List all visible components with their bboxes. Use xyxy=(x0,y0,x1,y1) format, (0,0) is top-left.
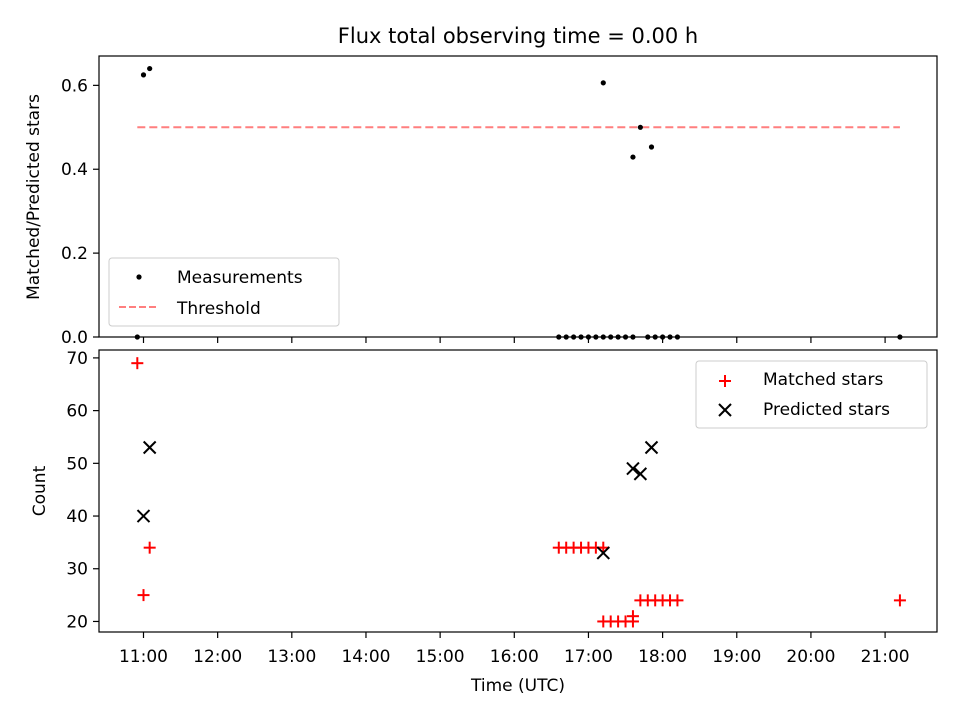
bottom-y-tick-label: 60 xyxy=(66,402,88,422)
legend-predicted-marker xyxy=(718,403,732,417)
predicted-star-stroke xyxy=(633,467,648,481)
bottom-axes-frame xyxy=(98,349,938,633)
predicted-star-stroke xyxy=(136,509,151,523)
top-legend: Measurements Threshold xyxy=(108,257,340,327)
x-tick-label: 20:00 xyxy=(786,647,835,667)
bottom-y-tick-label: 40 xyxy=(66,507,88,527)
measurement-point xyxy=(600,80,606,86)
measurement-point xyxy=(630,154,636,160)
predicted-star-point xyxy=(142,440,157,455)
bottom-y-tick-label: 20 xyxy=(66,612,88,632)
matched-star-point xyxy=(671,594,684,607)
bottom-y-tick-label: 50 xyxy=(66,454,88,474)
bottom-y-tick-label: 70 xyxy=(66,349,88,369)
top-y-axis-label: Matched/Predicted stars xyxy=(24,94,44,300)
matched-star-point xyxy=(137,589,150,602)
matched-star-point xyxy=(131,357,144,370)
top-panel: 0.0 0.2 0.4 0.6 Matched/Predicted stars Mea… xyxy=(24,55,938,348)
matched-star-point xyxy=(626,610,639,623)
predicted-star-stroke xyxy=(142,440,157,455)
predicted-star-stroke xyxy=(596,546,610,560)
bottom-y-axis-label: Count xyxy=(30,465,50,516)
bottom-legend: Matched stars Predicted stars xyxy=(695,360,928,429)
measurement-point xyxy=(648,144,655,150)
x-tick-label: 16:00 xyxy=(490,647,539,667)
legend-matched-marker xyxy=(719,375,731,387)
x-tick-label: 15:00 xyxy=(416,647,465,667)
x-tick-label: 14:00 xyxy=(341,647,390,667)
x-axis-label: Time (UTC) xyxy=(470,676,565,696)
bottom-panel: 20 30 40 50 60 70 11:00 12:00 13:00 14:00 15:00 16:… xyxy=(30,349,938,696)
top-y-tick-label: 0.6 xyxy=(61,76,88,96)
predicted-star-point xyxy=(633,467,648,481)
top-y-tick-label: 0.0 xyxy=(61,328,88,348)
top-y-tick-label: 0.2 xyxy=(61,244,88,264)
x-tick-label: 21:00 xyxy=(861,647,910,667)
x-tick-label: 17:00 xyxy=(564,647,613,667)
bottom-plot-marks xyxy=(131,357,906,628)
predicted-star-point xyxy=(626,461,640,476)
legend-threshold-label: Threshold xyxy=(176,299,261,319)
matched-star-point xyxy=(893,594,906,607)
x-tick-label: 11:00 xyxy=(119,647,168,667)
x-tick-label: 13:00 xyxy=(267,647,316,667)
predicted-star-point xyxy=(644,440,659,455)
legend-measurements-label: Measurements xyxy=(177,268,303,288)
x-tick-label: 18:00 xyxy=(638,647,687,667)
x-tick-label: 19:00 xyxy=(712,647,761,667)
legend-matched-label: Matched stars xyxy=(763,370,883,390)
predicted-star-point xyxy=(596,546,610,560)
top-axis-ticks: 0.0 0.2 0.4 0.6 xyxy=(61,76,886,348)
figure-title: Flux total observing time = 0.00 h xyxy=(338,24,698,48)
measurement-point xyxy=(140,72,147,78)
bottom-y-tick-label: 30 xyxy=(66,560,88,580)
predicted-star-stroke xyxy=(644,440,659,455)
legend-measurements-marker xyxy=(136,274,142,280)
bottom-axis-ticks: 20 30 40 50 60 70 11:00 12:00 13:00 14:00 15:00 16:… xyxy=(66,349,909,667)
x-tick-label: 12:00 xyxy=(193,647,242,667)
measurement-point xyxy=(637,124,643,130)
measurement-point xyxy=(147,65,153,72)
top-legend-box xyxy=(108,257,340,327)
top-y-tick-label: 0.4 xyxy=(61,160,88,180)
legend-predicted-label: Predicted stars xyxy=(763,400,890,420)
top-axes-frame xyxy=(98,55,938,338)
matched-star-point xyxy=(143,541,156,554)
bottom-legend-box xyxy=(695,360,928,429)
predicted-star-stroke xyxy=(626,461,640,476)
predicted-star-point xyxy=(136,509,151,523)
